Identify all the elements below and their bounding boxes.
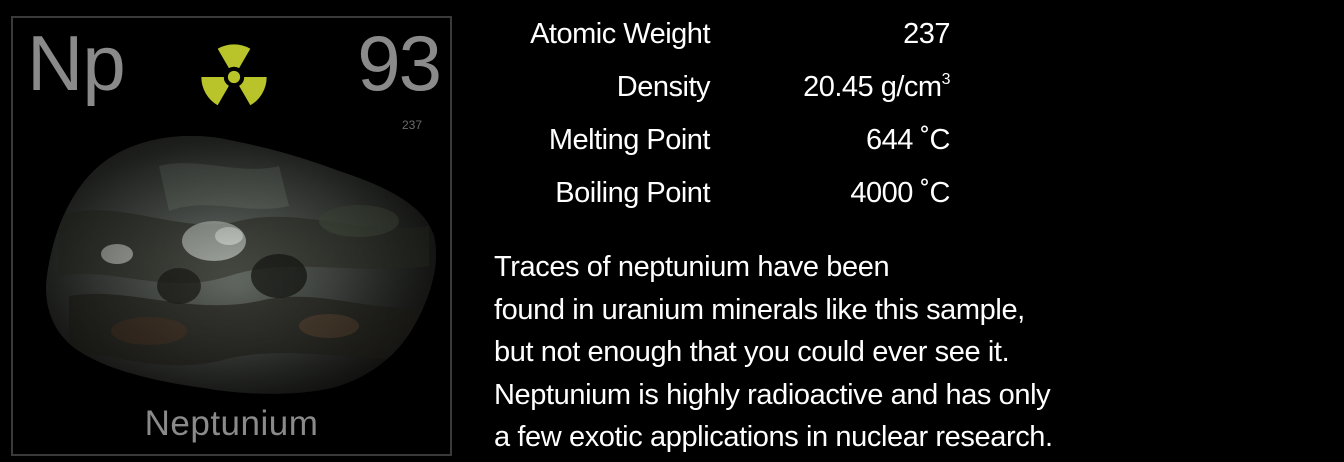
element-symbol: Np [27,19,126,107]
mineral-sample-image [46,135,437,394]
property-row-density: Density 20.45 g/cm3 [480,71,960,124]
description-line: found in uranium minerals like this samp… [494,293,1025,326]
property-value: 4000 ˚C [850,177,950,209]
description-line: Traces of neptunium have been [494,251,890,283]
property-row-boiling-point: Boiling Point 4000 ˚C [480,177,960,230]
property-label: Density [616,71,711,103]
atomic-number: 93 [357,19,442,107]
element-tile: Np 93 237 [11,16,452,456]
radiation-trefoil-icon [201,44,267,106]
property-value: 644 ˚C [865,124,951,156]
property-label: Atomic Weight [530,18,710,50]
property-value: 20.45 g/cm3 [803,71,950,103]
property-label: Boiling Point [555,177,710,209]
element-description: Traces of neptunium have been found in u… [494,246,1334,459]
description-line: a few exotic applications in nuclear res… [494,421,1053,453]
element-name: Neptunium [144,404,319,443]
property-row-atomic-weight: Atomic Weight 237 [480,18,960,71]
property-label: Melting Point [548,124,711,156]
properties-table: Atomic Weight 237 Density 20.45 g/cm3 Me… [480,18,960,230]
description-line: Neptunium is highly radioactive and has … [494,378,1051,411]
description-line: but not enough that you could ever see i… [494,336,1010,368]
property-value: 237 [903,18,950,50]
property-row-melting-point: Melting Point 644 ˚C [480,124,960,177]
atomic-weight-small: 237 [401,118,422,132]
